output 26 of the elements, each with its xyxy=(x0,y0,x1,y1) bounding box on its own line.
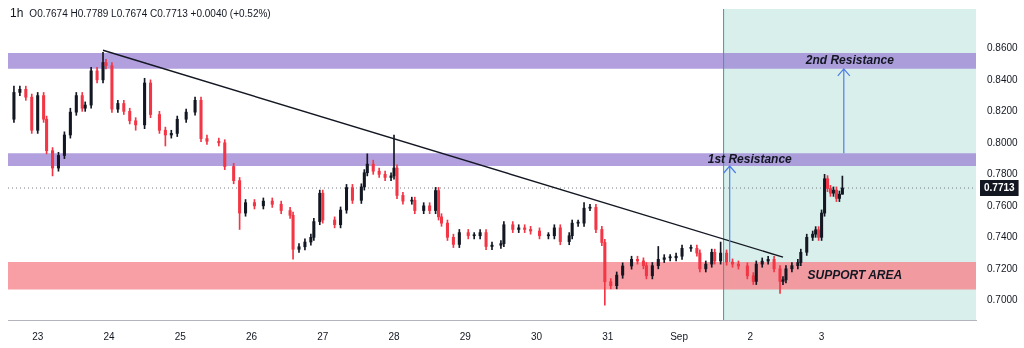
x-tick-label: 29 xyxy=(459,330,472,342)
x-tick-label: 28 xyxy=(388,330,401,342)
y-tick-label: 0.7600 xyxy=(987,199,1019,211)
x-tick-label: 25 xyxy=(174,330,187,342)
y-tick-label: 0.8600 xyxy=(987,42,1019,54)
x-tick-label: 30 xyxy=(530,330,543,342)
y-tick-label: 0.8200 xyxy=(987,105,1019,117)
y-tick-label: 0.8000 xyxy=(987,136,1019,148)
y-tick-label: 0.8400 xyxy=(987,73,1019,85)
x-tick-label: 23 xyxy=(32,330,44,342)
y-tick-label: 0.7800 xyxy=(987,168,1019,180)
band-label: SUPPORT AREA xyxy=(807,268,903,283)
x-tick-label: 27 xyxy=(317,330,329,342)
chart-subtitle: O0.7674 H0.7789 L0.7674 C0.7713 +0.0040 (+0.52%) xyxy=(29,8,271,19)
x-tick-label: 31 xyxy=(602,330,614,342)
x-tick-label: 24 xyxy=(103,330,115,342)
x-tick-label: 2 xyxy=(747,330,754,342)
x-tick-label: 3 xyxy=(818,330,825,342)
y-tick-label: 0.7400 xyxy=(987,231,1019,243)
x-tick-label: Sep xyxy=(670,330,689,342)
ref-line-label: 0.7713 xyxy=(984,181,1016,193)
y-tick-label: 0.7200 xyxy=(987,262,1019,274)
chart-title: 1h xyxy=(10,6,24,20)
y-tick-label: 0.7000 xyxy=(987,294,1019,306)
x-tick-label: 26 xyxy=(245,330,258,342)
band-label: 2nd Resistance xyxy=(804,53,895,68)
